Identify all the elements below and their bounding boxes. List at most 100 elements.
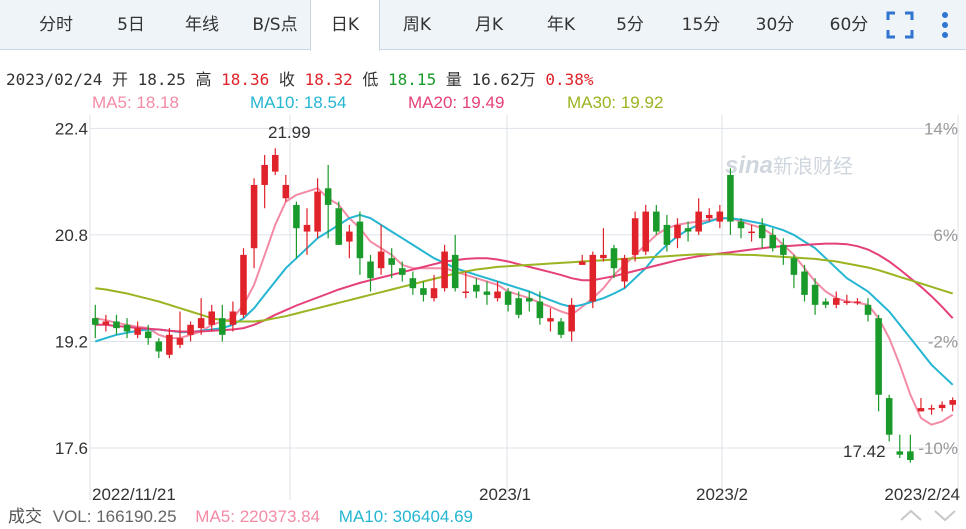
more-button[interactable] xyxy=(930,0,960,50)
x-tick-label: 2023/2/24 xyxy=(884,485,960,504)
candle-body xyxy=(907,451,914,461)
candle-body xyxy=(822,301,829,305)
candle-body xyxy=(483,291,491,295)
x-tick-label: 2023/2 xyxy=(696,485,748,504)
candle-body xyxy=(462,291,470,294)
candlestick-chart[interactable]: sina 新浪财经 22.420.819.217.6 14%6%-2%-10% … xyxy=(0,115,966,525)
volume-legend: 成交 VOL: 166190.25 MA5: 220373.84 MA10: 3… xyxy=(8,502,473,527)
high-value: 18.36 xyxy=(221,70,270,89)
tab-60min[interactable]: 60分 xyxy=(829,15,869,35)
y-percent-label: -2% xyxy=(928,332,958,351)
tab-5day[interactable]: 5日 xyxy=(117,15,145,35)
tab-bs-points[interactable]: B/S点 xyxy=(252,15,298,35)
candle-body xyxy=(250,184,258,249)
candle-body xyxy=(642,211,650,252)
candle-body xyxy=(441,251,448,289)
candle-body xyxy=(790,258,798,275)
candle-body xyxy=(324,188,332,205)
candle-body xyxy=(430,288,438,299)
candle-body xyxy=(928,408,935,410)
candle-body xyxy=(684,228,692,232)
candle-body xyxy=(727,174,734,222)
fullscreen-button[interactable] xyxy=(880,0,920,50)
candle-body xyxy=(271,154,279,172)
candle-body xyxy=(113,321,120,329)
candle-body xyxy=(801,271,808,295)
x-tick-label: 2023/1 xyxy=(479,485,531,504)
candle-body xyxy=(705,214,713,219)
candle-body xyxy=(938,404,946,409)
candle-body xyxy=(854,301,861,303)
tab-30min[interactable]: 30分 xyxy=(755,15,795,35)
volume-title: 成交 xyxy=(8,507,42,527)
tab-yearly-k[interactable]: 年K xyxy=(546,15,576,35)
candle-body xyxy=(451,254,459,289)
max-price-annotation: 21.99 xyxy=(268,123,311,142)
candle-body xyxy=(144,331,152,339)
candle-body xyxy=(748,231,755,234)
candle-body xyxy=(494,291,501,299)
y-percent-label: 14% xyxy=(924,119,958,138)
candle-body xyxy=(843,301,851,303)
y-axis-labels: 22.4 20.8 19.2 17.6 xyxy=(55,119,88,458)
collapse-arrow-icon[interactable] xyxy=(899,508,923,522)
candle-body xyxy=(261,164,268,185)
candle-body xyxy=(356,221,364,259)
low-value: 18.15 xyxy=(388,70,437,89)
candle-body xyxy=(716,211,724,222)
tab-monthly-k[interactable]: 月K xyxy=(474,15,504,35)
close-value: 18.32 xyxy=(304,70,353,89)
period-tab-bar: 分时 5日 年线 B/S点 日K 周K 月K 年K 5分 15分 30分 60分 xyxy=(0,0,966,51)
candle-body xyxy=(398,268,406,275)
tab-daily-k[interactable]: 日K xyxy=(310,0,380,51)
candle-body xyxy=(547,318,554,322)
y-tick-label: 19.2 xyxy=(55,332,88,351)
tab-5min[interactable]: 5分 xyxy=(616,15,644,35)
candle-body xyxy=(282,184,290,199)
y-tick-label: 20.8 xyxy=(55,226,88,245)
x-axis-labels: 2022/11/21 2023/1 2023/2 2023/2/24 xyxy=(92,485,960,504)
volume-value: 16.62万 xyxy=(471,70,536,89)
volume-vol: VOL: 166190.25 xyxy=(52,507,177,526)
x-tick-label: 2022/11/21 xyxy=(92,485,176,504)
low-label: 低 xyxy=(362,70,379,89)
tab-15min[interactable]: 15分 xyxy=(681,15,721,35)
y-percent-label: -10% xyxy=(918,439,958,458)
y-tick-label: 17.6 xyxy=(55,439,88,458)
svg-text:sina: sina xyxy=(725,152,773,179)
candle-body xyxy=(123,324,131,332)
candle-body xyxy=(208,311,216,325)
candle-body xyxy=(864,304,872,315)
candle-body xyxy=(197,318,205,329)
candle-body xyxy=(102,321,110,325)
svg-text:新浪财经: 新浪财经 xyxy=(773,155,853,178)
candle-body xyxy=(526,298,533,302)
open-value: 18.25 xyxy=(137,70,186,89)
candle-body xyxy=(335,208,343,245)
tab-yearline[interactable]: 年线 xyxy=(185,15,219,35)
candle-body xyxy=(240,254,247,315)
candle-body xyxy=(176,338,184,345)
change-percent: 0.38% xyxy=(545,70,594,89)
watermark: sina 新浪财经 xyxy=(725,152,853,179)
candle-body xyxy=(166,334,173,355)
candle-body xyxy=(832,298,840,305)
candle-body xyxy=(896,451,904,455)
expand-arrow-icon[interactable] xyxy=(933,508,957,522)
candle-body xyxy=(674,224,681,239)
more-vertical-icon xyxy=(942,12,948,38)
candle-body xyxy=(949,400,956,405)
candle-body xyxy=(557,321,565,335)
candle-body xyxy=(758,224,766,239)
tab-weekly-k[interactable]: 周K xyxy=(402,15,432,35)
candle-body xyxy=(229,311,237,325)
tab-intraday[interactable]: 分时 xyxy=(39,15,73,35)
open-label: 开 xyxy=(111,70,128,89)
candle-body xyxy=(346,231,353,242)
candle-body xyxy=(388,258,395,265)
high-label: 高 xyxy=(195,70,212,89)
candle-body xyxy=(219,318,226,335)
candles xyxy=(92,148,956,463)
candle-body xyxy=(536,301,544,319)
candle-body xyxy=(695,211,702,232)
